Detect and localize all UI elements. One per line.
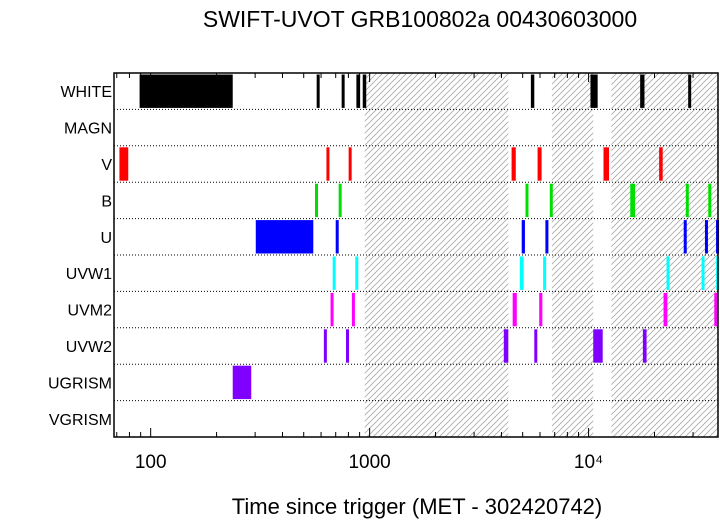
exposure-bar-uvm2-2 (512, 292, 517, 327)
exposure-bar-v-0 (119, 147, 129, 181)
exposure-bar-b-3 (549, 183, 553, 218)
hatched-interval-2 (611, 73, 718, 437)
exposure-bar-b-0 (315, 183, 319, 218)
exposure-bar-u-2 (521, 220, 525, 254)
exposure-bar-uvw1-1 (355, 256, 359, 290)
exposure-bar-uvw2-5 (642, 329, 647, 363)
exposure-bar-uvm2-5 (714, 292, 718, 327)
exposure-bar-uvw2-1 (346, 329, 350, 363)
exposure-bar-u-0 (255, 220, 314, 254)
row-label-uvw1: UVW1 (66, 266, 112, 283)
exposure-bar-u-3 (545, 220, 549, 254)
row-label-u: U (100, 230, 112, 247)
exposure-bar-white-8 (688, 74, 692, 108)
x-tick-label-1: 1000 (348, 452, 390, 473)
exposure-bar-u-4 (683, 220, 687, 254)
exposure-bar-uvw2-4 (593, 329, 603, 363)
exposure-bar-white-6 (590, 74, 598, 108)
exposure-bar-uvm2-3 (539, 292, 543, 327)
exposure-bar-white-2 (341, 74, 345, 108)
chart-title: SWIFT-UVOT GRB100802a 00430603000 (203, 6, 637, 32)
exposure-bar-u-1 (335, 220, 339, 254)
exposure-bar-v-3 (511, 147, 516, 181)
plot-frame (113, 72, 719, 438)
exposure-bar-layer (119, 74, 720, 400)
exposure-bar-white-1 (316, 74, 320, 108)
row-label-layer: WHITE MAGN V B U UVW1 UVM2 UVW2 UGRISM VGRISM (48, 84, 112, 429)
exposure-bar-v-5 (603, 147, 610, 181)
row-label-vgrism: VGRISM (49, 412, 112, 429)
exposure-bar-b-6 (708, 183, 712, 218)
exposure-bar-white-0 (139, 74, 233, 108)
exposure-bar-uvw1-5 (701, 256, 705, 290)
x-axis-tick-layer: 100 1000 10⁴ (116, 73, 694, 473)
exposure-bar-white-7 (640, 74, 645, 108)
exposure-bar-uvw1-0 (332, 256, 336, 290)
exposure-bar-uvw2-0 (323, 329, 327, 363)
exposure-bar-uvw1-4 (666, 256, 670, 290)
exposure-bar-uvw1-3 (543, 256, 547, 290)
exposure-bar-white-4 (362, 74, 367, 108)
exposure-bar-b-2 (525, 183, 529, 218)
row-label-v: V (101, 157, 112, 174)
exposure-bar-b-4 (630, 183, 636, 218)
exposure-bar-v-4 (537, 147, 542, 181)
x-tick-label-0: 100 (135, 452, 167, 473)
exposure-bar-uvw2-3 (534, 329, 538, 363)
hatched-interval-0 (364, 73, 509, 437)
row-label-white: WHITE (60, 84, 112, 101)
exposure-bar-white-3 (356, 74, 361, 108)
exposure-bar-b-1 (338, 183, 342, 218)
row-label-uvw2: UVW2 (66, 339, 112, 356)
row-label-magn: MAGN (64, 121, 112, 138)
exposure-bar-b-5 (685, 183, 689, 218)
exposure-bar-uvw2-2 (503, 329, 509, 363)
exposure-bar-v-1 (326, 147, 330, 181)
exposure-bar-uvm2-1 (351, 292, 355, 327)
exposure-bar-uvm2-0 (330, 292, 334, 327)
exposure-bar-uvm2-4 (663, 292, 668, 327)
exposure-bar-u-5 (704, 220, 708, 254)
row-label-uvm2: UVM2 (68, 303, 113, 320)
x-axis-label: Time since trigger (MET - 302420742) (232, 494, 603, 519)
x-tick-label-2: 10⁴ (574, 452, 603, 473)
exposure-bar-ugrism-0 (232, 365, 252, 400)
exposure-bar-white-5 (530, 74, 535, 108)
hatched-interval-layer (364, 73, 718, 437)
exposure-bar-v-2 (348, 147, 352, 181)
exposure-bar-v-6 (659, 147, 663, 181)
exposure-bar-uvw1-2 (519, 256, 524, 290)
row-label-b: B (101, 193, 112, 210)
row-label-ugrism: UGRISM (48, 375, 112, 392)
